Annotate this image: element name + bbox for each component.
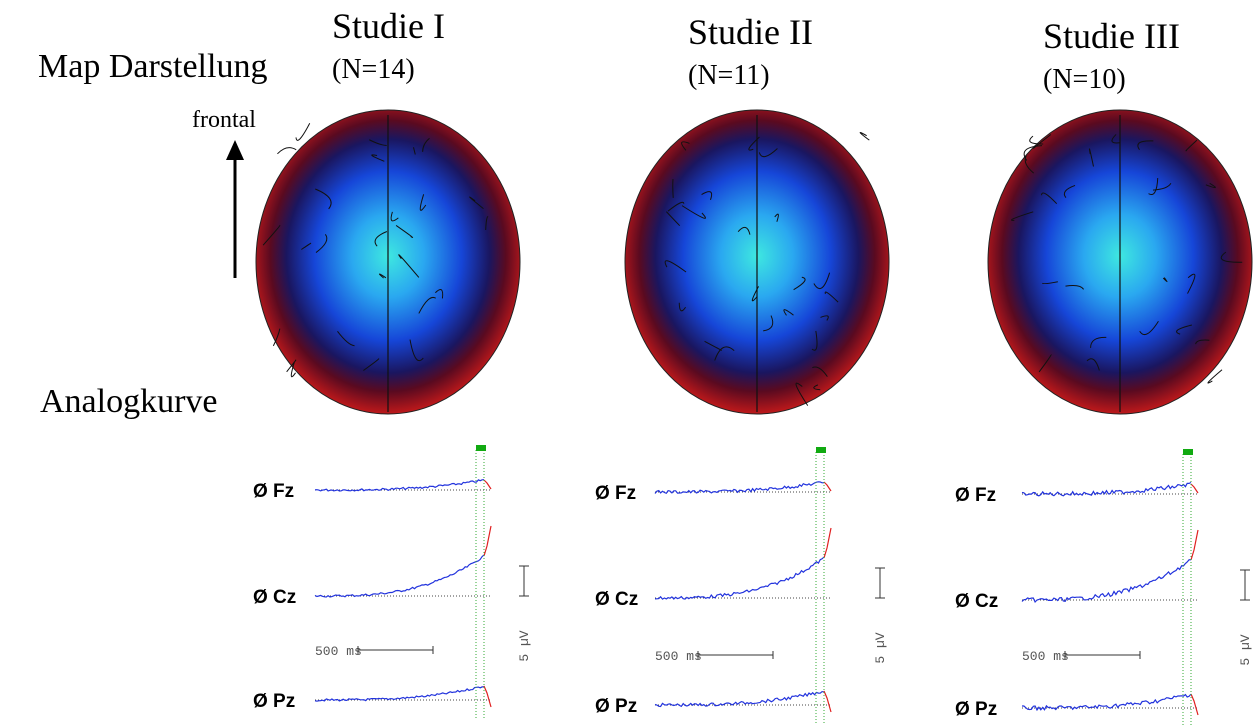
time-bar: [358, 646, 433, 654]
channel-label: Ø Cz: [253, 587, 296, 608]
eeg-trace: [315, 480, 484, 491]
brain-sulcus: [277, 148, 296, 154]
eeg-trace: [655, 557, 824, 599]
eeg-trace: [315, 555, 484, 597]
channel-label: Ø Fz: [253, 481, 294, 502]
study-n: (N=11): [688, 60, 770, 91]
channel-label: Ø Pz: [955, 699, 997, 720]
eeg-tail: [824, 482, 831, 491]
map-label: Map Darstellung: [38, 48, 267, 85]
channel-label: Ø Pz: [253, 691, 295, 712]
channel-label: Ø Cz: [595, 589, 638, 610]
brain-sulcus: [296, 123, 310, 140]
study-title: Studie I: [332, 6, 445, 46]
eeg-tail: [824, 691, 831, 712]
eeg-trace: [1022, 560, 1191, 602]
channel-label: Ø Cz: [955, 591, 998, 612]
amp-scale: 5 µV: [517, 630, 532, 661]
time-scale: 500 ms: [1022, 649, 1069, 664]
eeg-tail: [484, 526, 491, 556]
time-bar: [1065, 651, 1140, 659]
curve-label: Analogkurve: [40, 383, 218, 420]
channel-label: Ø Pz: [595, 696, 637, 717]
study-n: (N=10): [1043, 64, 1126, 95]
eeg-tail: [484, 686, 491, 707]
eeg-tail: [1191, 694, 1198, 715]
eeg-tail: [484, 480, 491, 489]
eeg-trace: [655, 692, 824, 707]
direction-label: frontal: [192, 107, 256, 133]
eeg-tail: [824, 528, 831, 558]
amp-scale: 5 µV: [873, 632, 888, 663]
marker: [476, 445, 486, 451]
arrow-head: [226, 140, 244, 160]
eeg-tail: [1191, 530, 1198, 560]
brain-sulcus: [860, 132, 869, 140]
channel-label: Ø Fz: [595, 483, 636, 504]
amp-scale: 5 µV: [1238, 634, 1253, 665]
time-bar: [698, 651, 773, 659]
time-scale: 500 ms: [315, 644, 362, 659]
marker: [1183, 449, 1193, 455]
amp-bar: [875, 568, 885, 598]
study-title: Studie II: [688, 12, 813, 52]
eeg-tail: [1191, 484, 1198, 493]
eeg-trace: [315, 687, 484, 701]
study-n: (N=14): [332, 54, 415, 85]
amp-bar: [1240, 570, 1250, 600]
page: Map Darstellung frontal Analogkurve Stud…: [0, 0, 1258, 727]
channel-label: Ø Fz: [955, 485, 996, 506]
time-scale: 500 ms: [655, 649, 702, 664]
marker: [816, 447, 826, 453]
study-title: Studie III: [1043, 16, 1180, 56]
figure: Map Darstellung frontal Analogkurve Stud…: [0, 0, 1258, 727]
amp-bar: [519, 566, 529, 596]
